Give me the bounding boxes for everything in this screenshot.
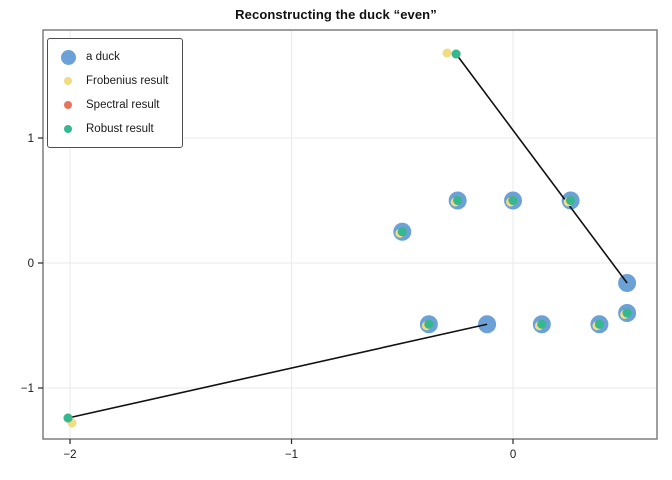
robust-point [537, 319, 547, 329]
robust-point [594, 319, 604, 329]
legend-item-frobenius: Frobenius result [60, 72, 168, 90]
y-tick-label: 0 [28, 258, 34, 270]
y-tick-label: 1 [28, 133, 34, 145]
y-tick-label: −1 [21, 383, 34, 395]
legend-marker-box [60, 125, 76, 133]
robust-marker-icon [64, 125, 72, 133]
legend-item-a-duck: a duck [60, 48, 168, 66]
robust-point [424, 319, 434, 329]
robust-point [622, 308, 632, 318]
x-tick-label: −2 [63, 449, 76, 461]
robust-point [566, 196, 576, 205]
robust-point [453, 196, 463, 205]
robust-point [451, 49, 461, 59]
legend-label-frobenius: Frobenius result [86, 75, 169, 87]
x-tick-label: −1 [285, 449, 298, 461]
legend-item-spectral: Spectral result [60, 96, 168, 114]
robust-point [508, 196, 518, 205]
legend: a duck Frobenius result Spectral result … [47, 38, 184, 148]
duck-marker-icon [60, 49, 76, 65]
frobenius-point [442, 48, 452, 58]
error-line [455, 53, 628, 284]
legend-marker-box [60, 77, 76, 85]
frobenius-marker-icon [64, 77, 72, 85]
spectral-marker-icon [64, 101, 72, 109]
legend-label-a-duck: a duck [86, 51, 120, 63]
legend-item-robust: Robust result [60, 120, 168, 138]
error-line [67, 323, 488, 419]
robust-point [63, 413, 73, 423]
legend-marker-box [60, 101, 76, 109]
chart-title: Reconstructing the duck “even” [235, 7, 437, 22]
plot-border [42, 29, 658, 440]
legend-marker-box [60, 49, 76, 65]
legend-label-spectral: Spectral result [86, 99, 160, 111]
legend-label-robust: Robust result [86, 123, 154, 135]
robust-point [397, 227, 407, 237]
x-tick-label: 0 [510, 449, 516, 461]
